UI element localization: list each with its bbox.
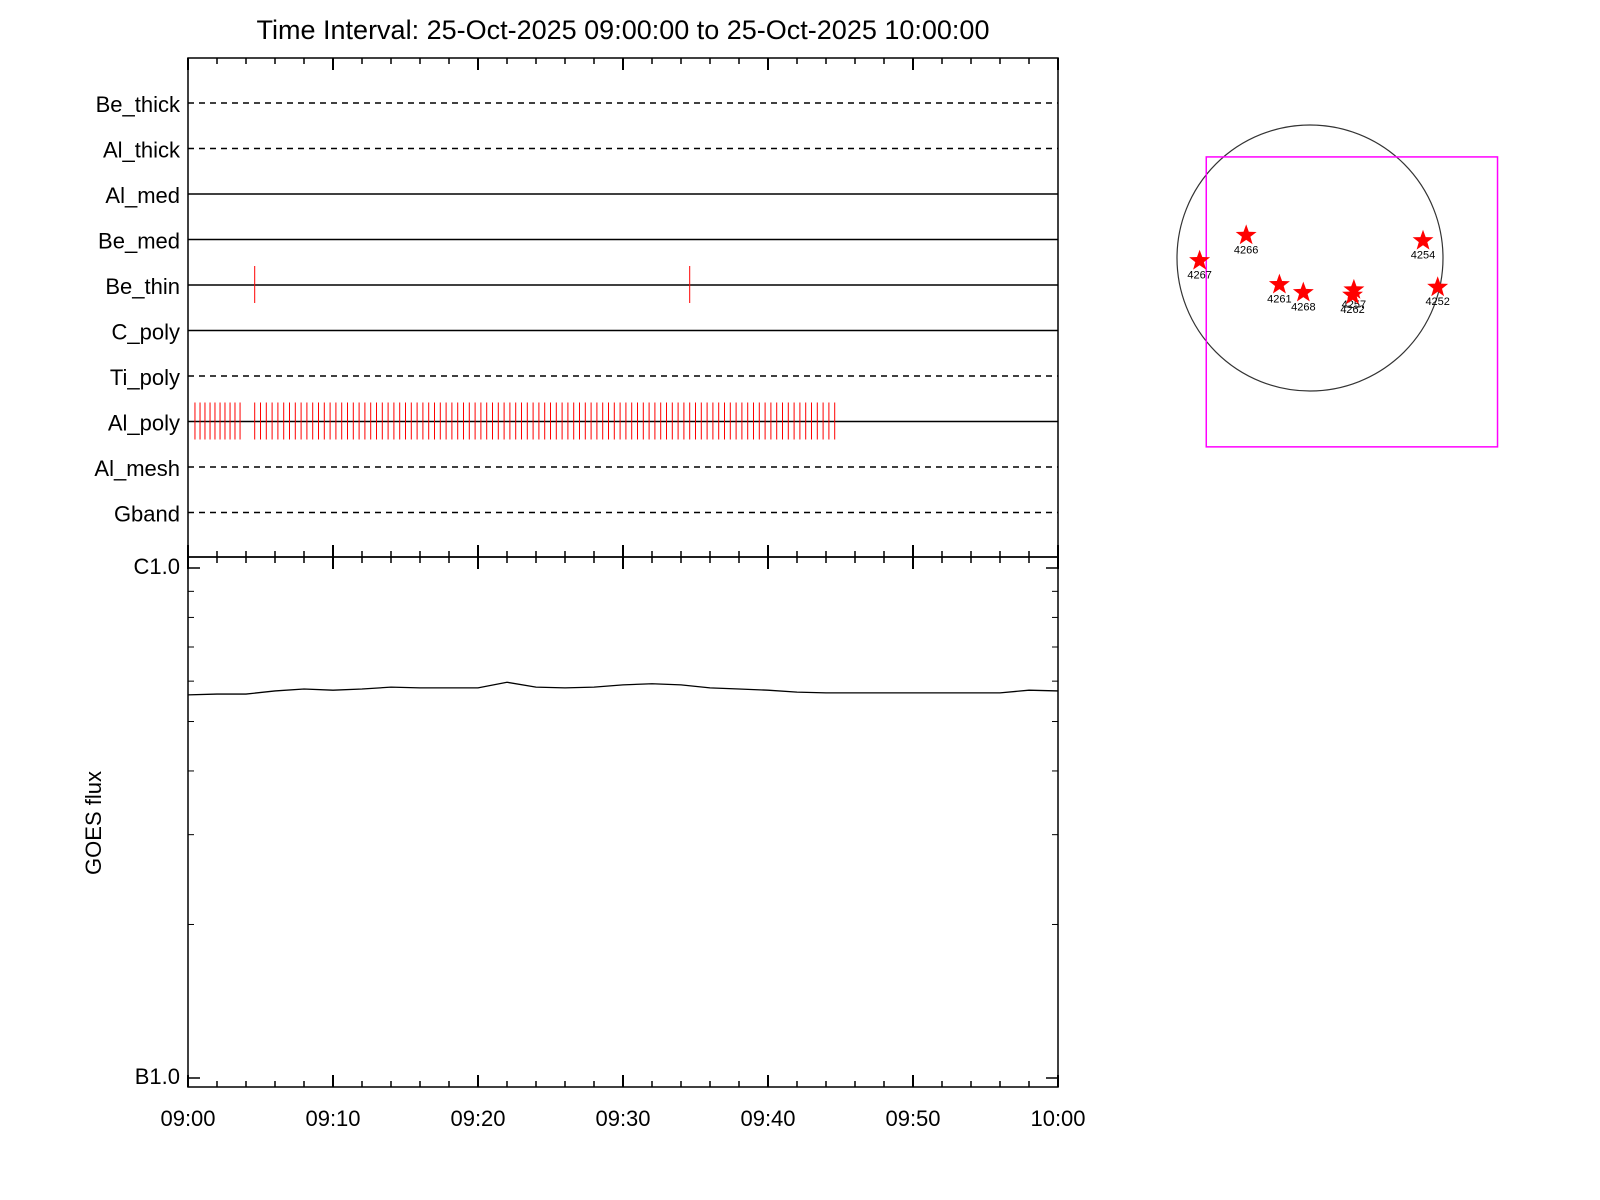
active-region bbox=[1268, 273, 1290, 294]
filter-label: Ti_poly bbox=[110, 365, 180, 390]
filter-label: Be_thin bbox=[105, 274, 180, 299]
x-tick-label: 09:50 bbox=[885, 1106, 940, 1131]
solar-disk bbox=[1176, 124, 1444, 392]
x-tick-label: 09:40 bbox=[740, 1106, 795, 1131]
x-tick-label: 10:00 bbox=[1030, 1106, 1085, 1131]
active-region bbox=[1189, 249, 1211, 270]
goes-line bbox=[187, 681, 1059, 696]
region-label: 4262 bbox=[1340, 304, 1364, 316]
filter-label: Al_med bbox=[105, 183, 180, 208]
x-tick-label: 09:20 bbox=[450, 1106, 505, 1131]
region-label: 4267 bbox=[1187, 270, 1211, 282]
active-region bbox=[1235, 224, 1257, 245]
active-region bbox=[1412, 229, 1434, 250]
region-label: 4266 bbox=[1234, 244, 1258, 256]
chart-title: Time Interval: 25-Oct-2025 09:00:00 to 2… bbox=[257, 15, 990, 45]
region-label: 4254 bbox=[1411, 250, 1435, 262]
y-axis-label: GOES flux bbox=[81, 771, 106, 875]
fov-box bbox=[1205, 156, 1499, 448]
x-tick-label: 09:00 bbox=[160, 1106, 215, 1131]
region-label: 4261 bbox=[1267, 294, 1291, 306]
x-tick-label: 09:30 bbox=[595, 1106, 650, 1131]
plot-frame bbox=[187, 57, 1059, 558]
y-tick-label: C1.0 bbox=[134, 554, 180, 579]
filter-label: Al_poly bbox=[108, 410, 180, 435]
active-region bbox=[1342, 284, 1363, 305]
filter-label: C_poly bbox=[112, 319, 180, 344]
active-region bbox=[1292, 281, 1314, 302]
filter-label: Al_mesh bbox=[94, 456, 180, 481]
y-tick-label: B1.0 bbox=[135, 1064, 180, 1089]
region-label: 4268 bbox=[1291, 301, 1315, 313]
region-label: 4252 bbox=[1425, 296, 1449, 308]
plot-frame bbox=[187, 556, 1059, 1088]
active-region bbox=[1427, 276, 1449, 297]
filter-label: Be_med bbox=[98, 228, 180, 253]
filter-label: Al_thick bbox=[103, 137, 181, 162]
filter-label: Gband bbox=[114, 501, 180, 526]
x-tick-label: 09:10 bbox=[305, 1106, 360, 1131]
filter-label: Be_thick bbox=[96, 92, 181, 117]
